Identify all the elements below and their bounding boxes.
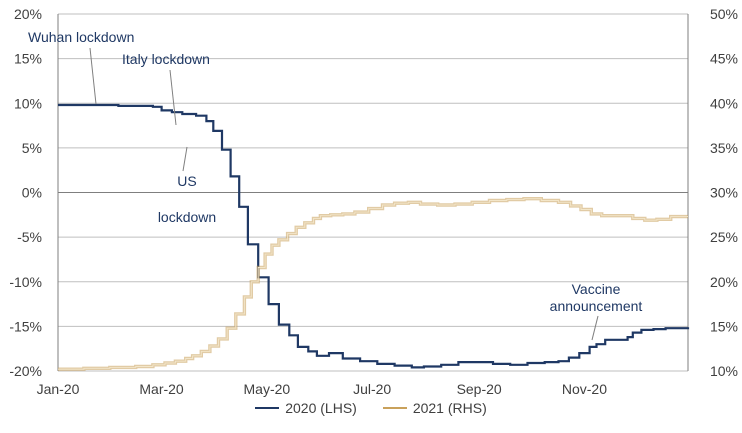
legend-label-2020: 2020 (LHS) — [285, 400, 357, 416]
left-axis-ticks: 20% 15% 10% 5% 0% -5% -10% -15% -20% — [9, 6, 42, 379]
us-lockdown-label-line2: lockdown — [158, 209, 216, 225]
italy-lockdown-label: Italy lockdown — [122, 51, 210, 67]
left-axis-tick-label: 5% — [22, 140, 42, 156]
left-axis-tick-label: 10% — [14, 95, 42, 111]
legend-item-2020: 2020 (LHS) — [255, 400, 357, 416]
x-axis-ticks: Jan-20 Mar-20 May-20 Jul-20 Sep-20 Nov-20 — [37, 381, 608, 397]
legend-item-2021: 2021 (RHS) — [382, 400, 487, 416]
right-axis-tick-label: 20% — [710, 274, 738, 290]
x-axis-tick-label: Sep-20 — [457, 381, 502, 397]
legend-swatch-2020 — [255, 407, 280, 409]
italy-leader-line — [169, 69, 177, 126]
x-axis-tick-label: Nov-20 — [562, 381, 607, 397]
right-axis-tick-label: 40% — [710, 95, 738, 111]
vaccine-announcement-label-line2: announcement — [550, 298, 643, 314]
series-lines — [58, 103, 690, 371]
right-axis-tick-label: 25% — [710, 229, 738, 245]
left-axis-tick-label: 0% — [22, 185, 42, 201]
chart-legend: 2020 (LHS) 2021 (RHS) — [0, 400, 742, 416]
series-line-2020 — [58, 103, 690, 369]
us-leader-line — [182, 146, 188, 172]
right-axis-tick-label: 50% — [710, 6, 738, 22]
x-axis-tick-label: May-20 — [244, 381, 291, 397]
vaccine-announcement-label-line1: Vaccine — [572, 281, 621, 297]
wuhan-leader-line — [89, 47, 97, 105]
left-axis-tick-label: 15% — [14, 51, 42, 67]
x-axis-tick-label: Mar-20 — [139, 381, 184, 397]
left-axis-tick-label: -10% — [9, 274, 42, 290]
legend-swatch-2021 — [382, 407, 407, 409]
right-axis-tick-label: 30% — [710, 185, 738, 201]
left-axis-tick-label: 20% — [14, 6, 42, 22]
series-core-2021 — [58, 198, 688, 370]
gridlines — [57, 13, 689, 372]
left-axis-tick-label: -20% — [9, 363, 42, 379]
us-lockdown-label-line1: US — [177, 173, 196, 189]
annotations: Wuhan lockdown Italy lockdown US lockdow… — [28, 29, 643, 341]
right-axis-tick-label: 45% — [710, 51, 738, 67]
right-axis-tick-label: 10% — [710, 363, 738, 379]
vaccine-leader-line — [591, 315, 599, 341]
right-axis-ticks: 50% 45% 40% 35% 30% 25% 20% 15% 10% — [710, 6, 738, 379]
wuhan-lockdown-label: Wuhan lockdown — [28, 29, 134, 45]
line-chart: 20% 15% 10% 5% 0% -5% -10% -15% -20% 50% 45% 40% 35… — [9, 6, 738, 397]
right-axis-tick-label: 35% — [710, 140, 738, 156]
right-axis-tick-label: 15% — [710, 318, 738, 334]
left-axis-tick-label: -15% — [9, 318, 42, 334]
x-axis-tick-label: Jan-20 — [37, 381, 80, 397]
x-axis-tick-label: Jul-20 — [353, 381, 391, 397]
left-axis-tick-label: -5% — [17, 229, 42, 245]
legend-label-2021: 2021 (RHS) — [412, 400, 487, 416]
